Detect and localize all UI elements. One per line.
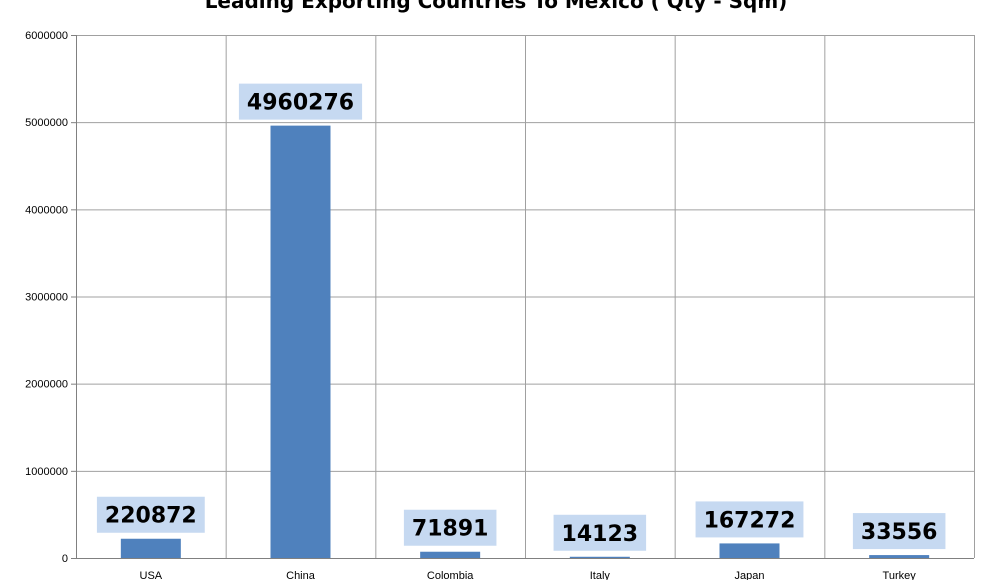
data-label-turkey: 33556 <box>861 520 938 545</box>
bar-italy <box>569 556 630 558</box>
x-tick-label-colombia: Colombia <box>427 570 474 580</box>
gridlines <box>76 35 975 558</box>
x-tick-label-turkey: Turkey <box>883 570 917 580</box>
data-label-china: 4960276 <box>247 91 354 116</box>
data-label-background <box>238 83 363 120</box>
chart-title: Leading Exporting Countries To Mexico ( … <box>204 0 788 13</box>
bars <box>120 125 930 558</box>
bar-colombia <box>420 551 481 558</box>
y-tick-label: 5000000 <box>25 117 68 129</box>
data-label-colombia: 71891 <box>412 517 489 542</box>
y-tick-label: 0 <box>62 553 68 565</box>
data-label-usa: 220872 <box>105 504 197 529</box>
x-tick-label-japan: Japan <box>735 570 765 580</box>
data-label-background <box>403 509 497 546</box>
bar-usa <box>120 538 181 558</box>
y-tick-label: 3000000 <box>25 292 68 304</box>
axes <box>76 35 974 559</box>
data-label-background <box>553 514 647 551</box>
x-axis-ticks: USA China Colombia Italy Japan Turkey <box>140 570 917 580</box>
data-label-background <box>96 496 205 533</box>
bar-china <box>270 125 331 558</box>
y-tick-label: 6000000 <box>25 30 68 42</box>
data-labels: 220872 4960276 71891 14123 167272 33556 <box>96 83 946 551</box>
y-tick-label: 2000000 <box>25 379 68 391</box>
y-axis-ticks: 0 1000000 2000000 3000000 4000000 5000000 6000… <box>25 30 76 565</box>
data-label-background <box>852 513 946 550</box>
data-label-japan: 167272 <box>704 508 796 533</box>
x-tick-label-italy: Italy <box>590 570 611 580</box>
bar-japan <box>719 543 780 558</box>
x-tick-label-usa: USA <box>140 570 163 580</box>
data-label-background <box>695 501 804 538</box>
y-tick-label: 1000000 <box>25 466 68 478</box>
x-tick-label-china: China <box>286 570 316 580</box>
y-tick-label: 4000000 <box>25 204 68 216</box>
bar-turkey <box>869 555 930 558</box>
data-label-italy: 14123 <box>562 522 639 547</box>
